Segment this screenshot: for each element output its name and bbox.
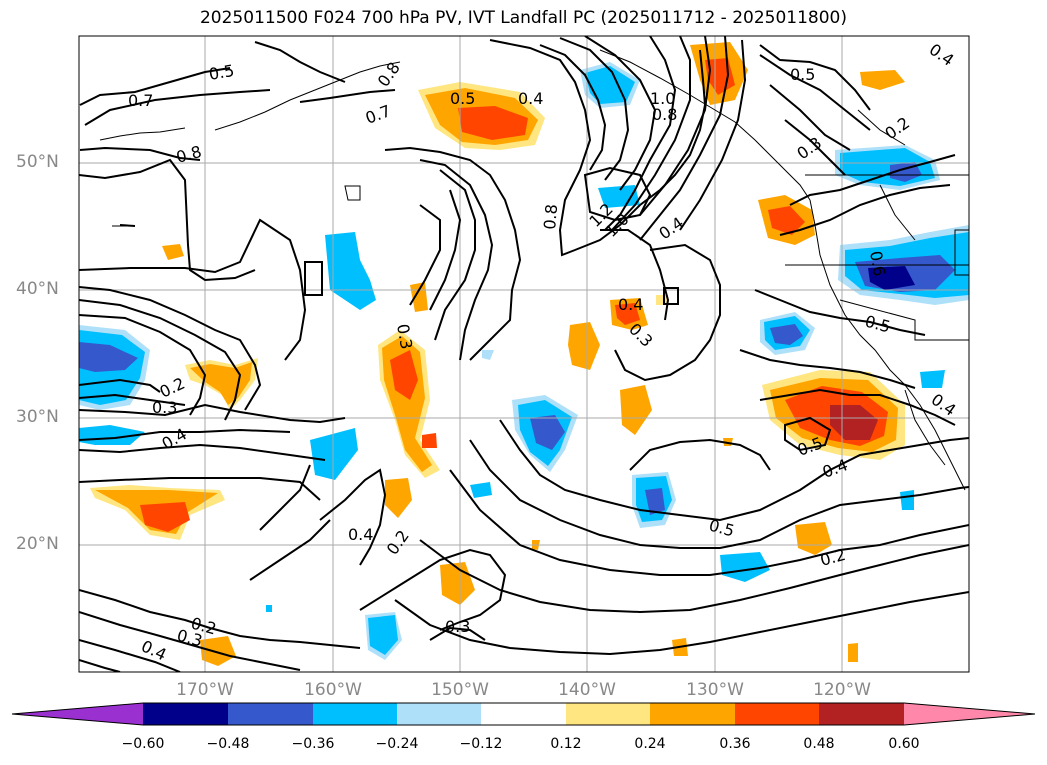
contour-label: 0.3 [445, 617, 470, 636]
colorbar-tick-label: 0.36 [719, 736, 751, 752]
contour-label: 0.7 [128, 91, 153, 110]
colorbar-tick-label: 0.12 [550, 736, 582, 752]
colorbar-segment [650, 703, 735, 725]
colorbar-tick-label: −0.36 [291, 736, 335, 752]
map-title: 2025011500 F024 700 hPa PV, IVT Landfall… [199, 8, 847, 28]
contour-label: 0.4 [518, 89, 543, 108]
contour-label: 0.5 [450, 89, 475, 108]
colorbar-tick-label: 0.60 [888, 736, 920, 752]
contour-label: 0.6 [866, 249, 889, 277]
colorbar-extend-high [904, 703, 1035, 725]
lat-label: 30°N [16, 407, 59, 427]
contour-label: 0.8 [540, 203, 561, 230]
lon-label: 120°W [813, 680, 871, 700]
contour-label: 1.0 [650, 89, 675, 108]
lon-label: 170°W [176, 680, 234, 700]
positive-anomalies [90, 42, 905, 666]
colorbar-tick-label: −0.60 [121, 736, 165, 752]
colorbar-tick-label: −0.12 [459, 736, 503, 752]
coastlines [99, 49, 969, 491]
lat-label: 40°N [16, 279, 59, 299]
colorbar-segment [819, 703, 904, 725]
contour-label: 0.4 [618, 295, 643, 314]
lon-label: 150°W [431, 680, 489, 700]
lon-label: 160°W [304, 680, 362, 700]
contour-label: 0.5 [790, 65, 815, 84]
colorbar-segment [481, 703, 566, 725]
colorbar-segment [397, 703, 481, 725]
colorbar-outline [11, 702, 1036, 726]
colorbar-tick-label: 0.24 [634, 736, 666, 752]
colorbar-tick-label: −0.24 [375, 736, 419, 752]
colorbar-segment [735, 703, 819, 725]
contour-label: 0.3 [393, 322, 416, 350]
lat-label: 20°N [16, 534, 59, 554]
map-plot-area [79, 36, 969, 672]
colorbar-segment [313, 703, 397, 725]
lat-label: 50°N [16, 152, 59, 172]
colorbar [11, 702, 1036, 726]
colorbar-segment [566, 703, 650, 725]
lon-label: 140°W [558, 680, 616, 700]
colorbar-segment [143, 703, 228, 725]
colorbar-tick-label: 0.48 [803, 736, 835, 752]
contour-label: 0.8 [652, 105, 677, 124]
contour-label: 0.5 [207, 61, 235, 84]
colorbar-extend-low [12, 703, 143, 725]
colorbar-tick-label: −0.48 [206, 736, 250, 752]
contour-label: 0.4 [348, 525, 373, 544]
colorbar-segment [228, 703, 313, 725]
map-frame [78, 35, 970, 673]
lon-label: 130°W [686, 680, 744, 700]
pv-contours [79, 36, 969, 672]
contour-label: 0.3 [152, 398, 177, 417]
